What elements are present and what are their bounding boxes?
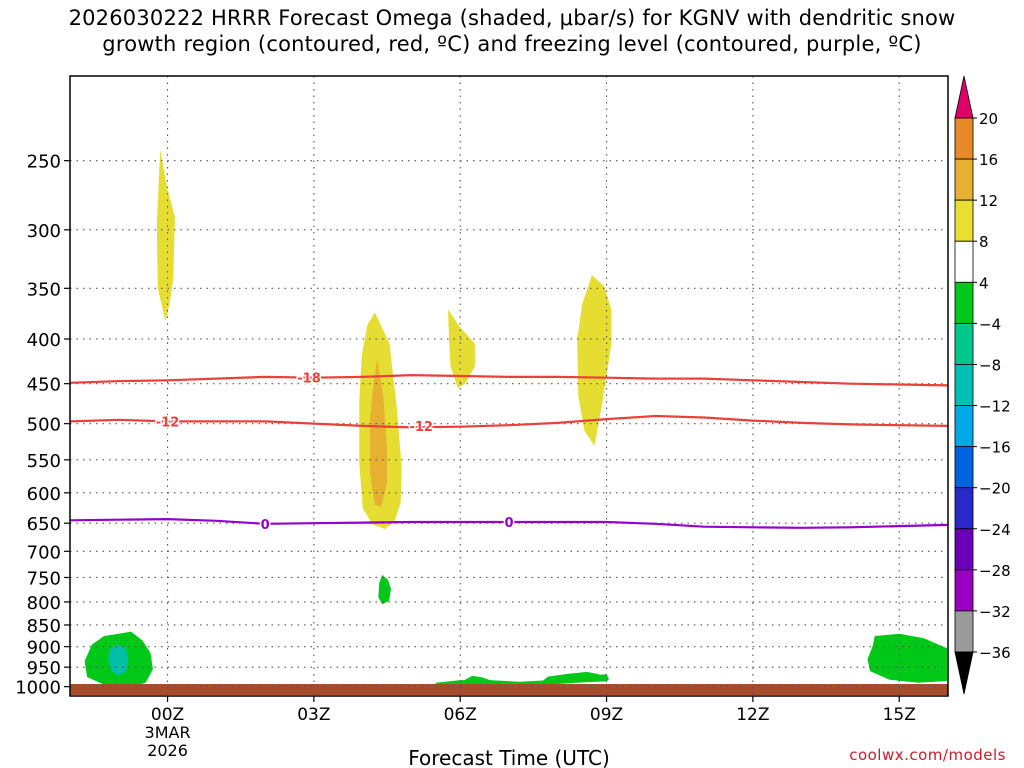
grid-lines — [70, 76, 948, 696]
contour-label: -18 — [297, 372, 321, 387]
omega-shading — [84, 149, 948, 688]
colorbar-cell — [954, 199, 974, 242]
colorbar-cell — [954, 322, 974, 365]
colorbar-label: −32 — [979, 603, 1011, 621]
omega-region-4 — [577, 275, 612, 446]
contour-line-3 — [70, 517, 948, 529]
colorbar: 20 16 12 8 4 −4 −8 −12 −16 −20 −24 −28 −32 −36 — [954, 75, 1011, 695]
colorbar-cell — [954, 240, 974, 283]
y-axis: 2503003504004505005506006507007508008509… — [15, 152, 70, 699]
plot-area: -18 -12 0 -12 0 — [69, 75, 949, 697]
omega-region-3 — [448, 309, 475, 388]
colorbar-cell — [954, 487, 974, 530]
plot-frame — [69, 75, 949, 697]
contour-label: 0 — [261, 518, 270, 533]
y-tick-label: 750 — [27, 568, 61, 589]
contour-line-1 — [70, 414, 948, 429]
colorbar-label: −16 — [979, 439, 1011, 457]
colorbar-label: −8 — [979, 356, 1001, 374]
colorbar-cell — [954, 610, 974, 653]
x-tick-label: 15Z — [883, 705, 916, 725]
x-tick-label: 06Z — [444, 705, 477, 725]
colorbar-cell — [954, 528, 974, 571]
x-tick-label: 03Z — [297, 705, 330, 725]
y-tick-label: 350 — [27, 279, 61, 300]
y-tick-label: 650 — [27, 514, 61, 535]
x-tick-label: 00Z — [151, 705, 184, 725]
y-tick-label: 700 — [27, 542, 61, 563]
omega-region-9 — [460, 675, 495, 684]
colorbar-label: −36 — [979, 644, 1011, 662]
colorbar-label: 16 — [979, 151, 998, 169]
credit-link[interactable]: coolwx.com/models — [849, 746, 1006, 764]
omega-region-7 — [108, 644, 129, 676]
omega-region-10 — [543, 671, 600, 683]
y-tick-label: 250 — [27, 152, 61, 173]
colorbar-label: 20 — [979, 110, 998, 128]
omega-region-2 — [370, 359, 388, 507]
y-tick-label: 850 — [27, 616, 61, 637]
colorbar-bottom-arrow — [954, 651, 974, 695]
colorbar-label: −12 — [979, 398, 1011, 416]
contours: -18 -12 0 -12 0 — [70, 370, 948, 534]
colorbar-label: −4 — [979, 315, 1001, 333]
x-axis-label: Forecast Time (UTC) — [408, 746, 610, 768]
colorbar-label: −24 — [979, 521, 1011, 539]
contour-label: -12 — [409, 420, 433, 435]
y-tick-label: 300 — [27, 221, 61, 242]
colorbar-label: 12 — [979, 192, 998, 210]
omega-region-11 — [867, 633, 948, 683]
y-tick-label: 1000 — [15, 678, 61, 699]
title-line-1: 2026030222 HRRR Forecast Omega (shaded, … — [68, 6, 956, 30]
y-tick-label: 800 — [27, 593, 61, 614]
y-tick-label: 400 — [27, 330, 61, 351]
colorbar-cell — [954, 569, 974, 612]
x-tick-sublabel: 3MAR — [145, 723, 191, 742]
title-line-2: growth region (contoured, red, ºC) and f… — [102, 32, 922, 56]
omega-region-0 — [156, 149, 175, 322]
surface-band — [70, 684, 948, 695]
y-tick-label: 900 — [27, 638, 61, 659]
colorbar-cell — [954, 117, 974, 160]
colorbar-top-arrow — [954, 75, 974, 119]
x-tick-label: 09Z — [590, 705, 623, 725]
y-tick-label: 450 — [27, 375, 61, 396]
colorbar-label: −20 — [979, 480, 1011, 498]
colorbar-cell — [954, 446, 974, 489]
contour-label: -12 — [156, 415, 180, 430]
x-tick-label: 12Z — [736, 705, 769, 725]
colorbar-cell — [954, 281, 974, 324]
colorbar-cell — [954, 405, 974, 448]
y-tick-label: 550 — [27, 451, 61, 472]
y-tick-label: 500 — [27, 415, 61, 436]
colorbar-cell — [954, 158, 974, 201]
x-tick-sublabel: 2026 — [147, 741, 188, 760]
y-tick-label: 600 — [27, 484, 61, 505]
omega-region-5 — [378, 574, 391, 605]
contour-label: 0 — [504, 516, 513, 531]
colorbar-label: 8 — [979, 233, 989, 251]
colorbar-label: 4 — [979, 274, 989, 292]
colorbar-label: −28 — [979, 562, 1011, 580]
contour-line-0 — [70, 373, 948, 387]
colorbar-cell — [954, 364, 974, 406]
y-tick-label: 950 — [27, 658, 61, 679]
